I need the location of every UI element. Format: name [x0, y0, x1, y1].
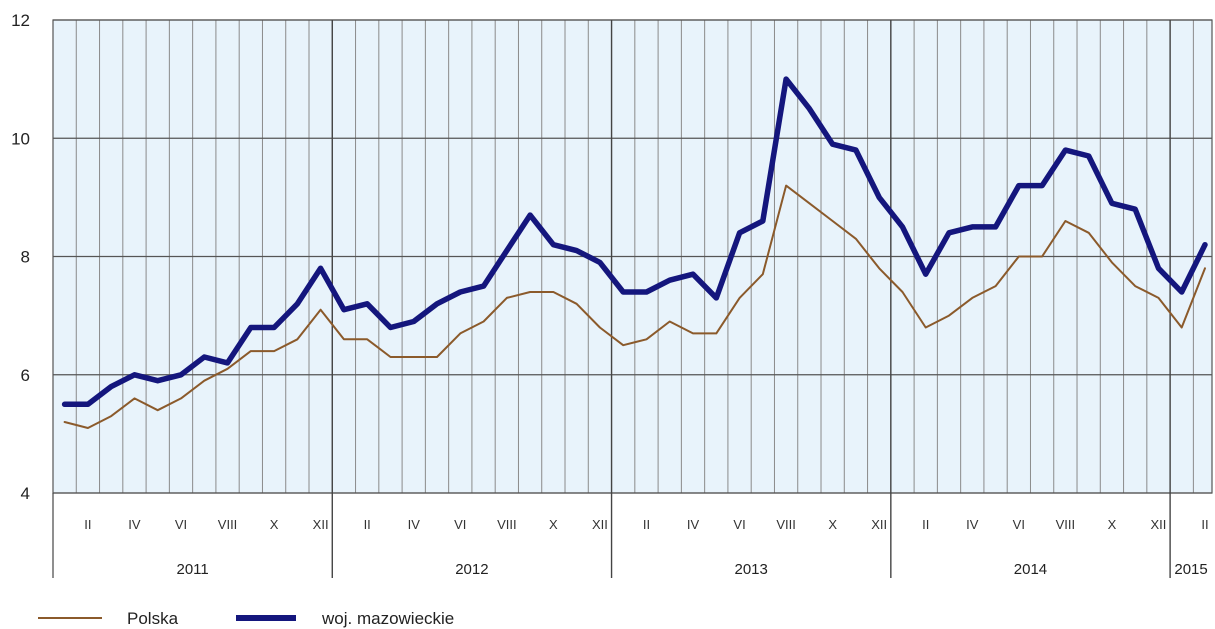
x-tick-label: XII [313, 517, 329, 532]
x-tick-label: X [828, 517, 837, 532]
x-axis-year-labels: 2011 2012 2013 2014 2015 [177, 561, 1208, 578]
x-tick-label: XII [592, 517, 608, 532]
x-tick-label: VI [454, 517, 466, 532]
series-lines [61, 76, 1208, 429]
x-tick-label: IV [128, 517, 141, 532]
year-label: 2012 [455, 561, 488, 578]
x-tick-label: IV [408, 517, 421, 532]
legend-label: Polska [127, 609, 179, 628]
series-line-woj-mazowieckie [61, 76, 1208, 408]
x-tick-label: VI [1013, 517, 1025, 532]
y-tick-label: 4 [21, 484, 30, 503]
x-tick-label: VI [175, 517, 187, 532]
x-tick-label: IV [966, 517, 979, 532]
x-tick-label: II [643, 517, 650, 532]
year-label: 2014 [1014, 561, 1047, 578]
x-tick-label: II [922, 517, 929, 532]
horizontal-gridlines [52, 19, 1213, 494]
x-tick-label: VIII [218, 517, 238, 532]
x-tick-label: VIII [1056, 517, 1076, 532]
x-tick-label: X [270, 517, 279, 532]
x-tick-label: IV [687, 517, 700, 532]
x-tick-label: II [1201, 517, 1208, 532]
legend-label: woj. mazowieckie [321, 609, 454, 628]
x-axis-month-labels: II IV VI VIII X XII II IV VI VIII X XII II IV VI VIII X X… [84, 517, 1208, 532]
year-label: 2013 [735, 561, 768, 578]
year-separators [52, 20, 1171, 578]
y-tick-label: 8 [21, 248, 30, 267]
x-tick-label: VIII [497, 517, 517, 532]
x-tick-label: X [1108, 517, 1117, 532]
x-tick-label: II [84, 517, 91, 532]
y-tick-label: 12 [11, 11, 30, 30]
x-tick-label: VIII [776, 517, 796, 532]
x-tick-label: VI [733, 517, 745, 532]
plot-border [52, 19, 1213, 494]
y-tick-label: 10 [11, 129, 30, 148]
legend: Polska woj. mazowieckie [38, 609, 454, 628]
y-tick-label: 6 [21, 366, 30, 385]
x-tick-label: II [364, 517, 371, 532]
x-tick-label: XII [871, 517, 887, 532]
year-label: 2015 [1174, 561, 1207, 578]
x-tick-label: X [549, 517, 558, 532]
series-line-polska [63, 184, 1206, 429]
y-axis-tick-labels: 4 6 8 10 12 [11, 11, 30, 503]
x-tick-label: XII [1151, 517, 1167, 532]
year-label: 2011 [177, 561, 209, 578]
